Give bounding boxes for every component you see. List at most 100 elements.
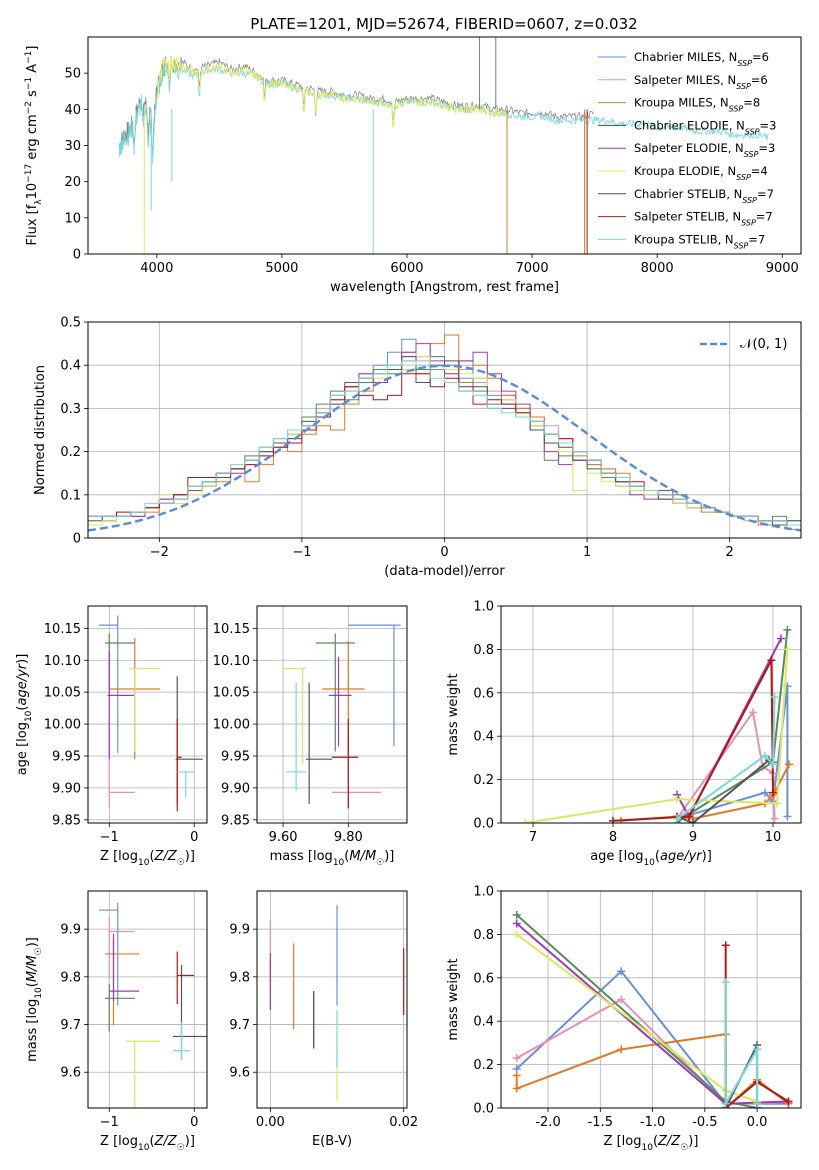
series-marker — [777, 634, 785, 643]
y-tick-label: 9.6 — [229, 1066, 250, 1081]
series-marker — [617, 1045, 626, 1054]
y-tick-label: 9.85 — [221, 813, 250, 828]
x-tick-label: 9000 — [766, 261, 799, 276]
label-part: mass weight — [446, 673, 461, 755]
series-line — [676, 759, 770, 823]
plot-area-age-vs-Z — [99, 615, 203, 812]
series-marker — [512, 1071, 521, 1080]
figure-title: PLATE=1201, MJD=52674, FIBERID=0607, z=0… — [250, 15, 637, 33]
x-axis-label: wavelength [Angstrom, rest frame] — [330, 280, 559, 295]
label-part: λ — [34, 199, 44, 205]
label-part: Flux [f — [25, 204, 40, 245]
panel-age-vs-Z: −1 0 9.85 9.90 9.95 10.00 10.05 10.10 10.15 Z [lo… — [15, 605, 208, 868]
label-part: ☉ — [376, 858, 384, 868]
x-tick-label: 5000 — [265, 261, 298, 276]
x-axis-label: mass [log10(M/M☉)] — [270, 849, 395, 868]
axes-frame — [87, 321, 802, 539]
histogram-step — [88, 360, 801, 538]
series-marker — [773, 799, 781, 808]
label-part: −1 — [24, 51, 34, 64]
series-marker — [512, 910, 521, 919]
label-part: )] — [384, 849, 394, 864]
plot-area-mass-vs-EBV — [269, 905, 405, 1101]
x-tick-label: 1 — [583, 545, 591, 560]
legend-name: Salpeter ELODIE, N — [634, 141, 744, 155]
label-part: ( — [344, 849, 349, 864]
panel-mass-vs-Z: −1 09.69.79.89.9Z [log10(Z/Z☉)]mass [log1… — [25, 890, 208, 1153]
series-marker — [753, 1045, 762, 1054]
y-axis-label: Normed distribution — [33, 365, 48, 495]
legend-sub: SSP — [736, 81, 751, 90]
panel-residuals: −2 −1 0 1 2 0 0.1 0.2 0.3 0.4 0.5 (data-model)/erro… — [33, 316, 802, 579]
legend-value: =8 — [743, 96, 760, 110]
series-marker — [685, 812, 693, 821]
label-part: mass [log — [25, 999, 40, 1062]
label-part: Z/Z — [154, 849, 178, 864]
legend-sub: SSP — [737, 59, 752, 68]
legend-sub: SSP — [742, 195, 757, 204]
x-tick-label: 8 — [609, 830, 617, 845]
series-marker — [784, 1097, 793, 1106]
label-part: 10 — [641, 1143, 653, 1153]
y-tick-label: 10.10 — [213, 654, 250, 669]
series-marker — [769, 788, 777, 797]
plot-area-mass-vs-Z — [99, 902, 207, 1108]
label-part: )] — [25, 937, 40, 947]
axes-frame — [87, 890, 208, 1109]
legend-name: Kroupa STELIB, N — [634, 232, 734, 246]
series-marker — [673, 814, 681, 823]
series-marker — [617, 995, 626, 1004]
label-part: )] — [702, 849, 712, 864]
label-part: 10 — [643, 858, 655, 868]
y-tick-label: 9.85 — [52, 813, 81, 828]
y-tick-label: 10.05 — [44, 686, 81, 701]
axes-frame — [500, 605, 802, 824]
x-tick-label: 7 — [529, 830, 537, 845]
legend-value: =7 — [748, 232, 765, 246]
y-tick-label: 0 — [73, 248, 81, 263]
y-tick-label: 9.90 — [221, 781, 250, 796]
label-part: ☉ — [680, 1143, 688, 1153]
x-tick-label: 8000 — [641, 261, 674, 276]
series-marker — [769, 760, 777, 769]
y-tick-label: 20 — [64, 175, 81, 190]
y-tick-label: 0 — [73, 532, 81, 547]
x-tick-label: 9 — [689, 830, 697, 845]
plot-area-residuals — [88, 334, 801, 538]
label-part: ] — [25, 46, 40, 51]
label-part: wavelength [Angstrom, rest frame] — [330, 280, 559, 295]
label-part: )] — [15, 654, 30, 664]
label-part: erg cm — [25, 114, 40, 163]
x-tick-label: 9.80 — [334, 830, 363, 845]
y-tick-label: 0.1 — [60, 488, 81, 503]
label-part: ( — [149, 849, 154, 864]
x-tick-label: −1 — [100, 1115, 119, 1130]
series-line — [612, 659, 774, 822]
y-tick-label: 9.7 — [229, 1018, 250, 1033]
series-marker — [753, 1099, 762, 1108]
y-axis-label: age [log10(age/yr)] — [15, 654, 34, 776]
series-marker — [609, 816, 617, 823]
label-part: mass weight — [446, 958, 461, 1040]
legend-label: Chabrier MILES, NSSP=6 — [634, 50, 769, 68]
x-tick-label: 10 — [765, 830, 782, 845]
y-tick-label: 9.90 — [52, 781, 81, 796]
y-tick-label: 0.5 — [60, 316, 81, 331]
y-tick-label: 0.2 — [473, 1058, 494, 1073]
legend-value: =6 — [751, 73, 768, 87]
label-part: age [log — [590, 849, 643, 864]
series-marker — [512, 930, 521, 939]
series-line — [676, 697, 776, 820]
label-part: Z/Z — [154, 1134, 178, 1149]
y-tick-label: 0.2 — [60, 445, 81, 460]
x-tick-label: 2 — [726, 545, 734, 560]
series-line — [524, 649, 789, 823]
label-part: 10 — [24, 710, 34, 722]
y-tick-label: 10.00 — [44, 718, 81, 733]
x-tick-label: 0 — [190, 830, 198, 845]
series-marker — [770, 693, 779, 702]
label-part: ( — [653, 1134, 658, 1149]
axes-frame — [87, 36, 802, 255]
